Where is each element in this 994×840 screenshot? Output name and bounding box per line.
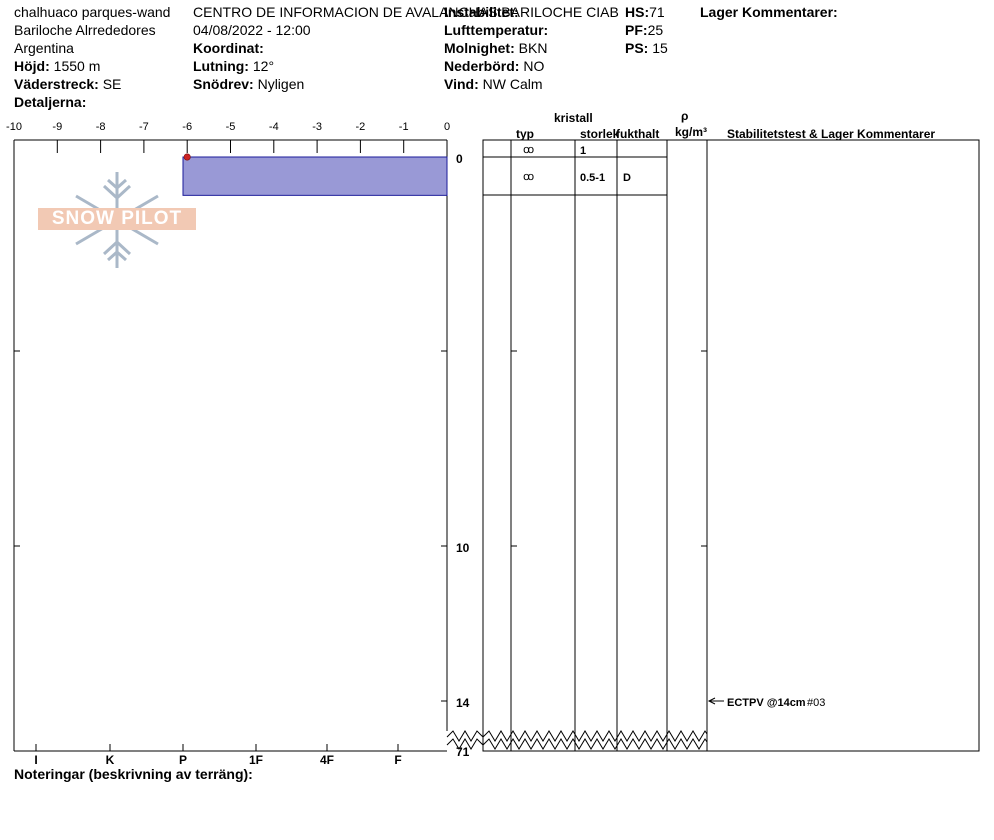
wind-loading-row: Snödrev: Nyligen: [193, 76, 304, 92]
temperature-tick-label: -9: [52, 121, 62, 133]
sky-value: BKN: [518, 40, 548, 56]
logo-text: SNOW PILOT: [38, 208, 196, 230]
aspect-value: SE: [102, 76, 122, 92]
stability-arrow-head: [707, 697, 716, 705]
grain-size-cell: 1: [580, 145, 587, 157]
wind-loading-label: Snödrev:: [193, 76, 254, 92]
organization-name: CENTRO DE INFORMACION DE AVALANCHAS BARI…: [193, 4, 619, 20]
stability-test-label: ECTPV @14cm: [727, 697, 806, 709]
hs-row: HS:71: [625, 4, 665, 20]
layer-comments-label: Lager Kommentarer:: [700, 4, 838, 20]
pf-label: PF:: [625, 22, 648, 38]
elevation-row: Höjd: 1550 m: [14, 58, 100, 74]
aspect-row: Väderstreck: SE: [14, 76, 121, 92]
slope-label: Lutning:: [193, 58, 249, 74]
slope-row: Lutning: 12°: [193, 58, 274, 74]
moisture-header: fukthalt: [616, 127, 660, 141]
air-temp-label: Lufttemperatur:: [444, 22, 549, 38]
wind-row: Vind: NW Calm: [444, 76, 543, 92]
table-frame: [482, 139, 980, 752]
depth-label-14: 14: [456, 696, 470, 710]
wind-value: NW Calm: [482, 76, 543, 92]
stability-test-number: #03: [807, 697, 826, 709]
hardness-tick-label: 1F: [249, 753, 263, 767]
stability-header: Stabilitetstest & Lager Kommentarer: [727, 127, 936, 141]
depth-label-10: 10: [456, 541, 470, 555]
temperature-tick-label: -10: [6, 121, 22, 133]
notes-label: Noteringar (beskrivning av terräng):: [14, 766, 253, 782]
depth-label-0: 0: [456, 152, 463, 166]
aspect-label: Väderstreck:: [14, 76, 99, 92]
temperature-tick-label: -2: [356, 121, 366, 133]
precip-value: NO: [523, 58, 545, 74]
grain-type-icon: ꝏ: [523, 171, 535, 183]
sky-label: Molnighet:: [444, 40, 515, 56]
sky-row: Molnighet: BKN: [444, 40, 547, 56]
details-label: Detaljerna:: [14, 94, 87, 110]
temperature-tick-label: 0: [444, 121, 450, 133]
temperature-tick-label: -8: [96, 121, 106, 133]
temperature-point: [183, 153, 191, 161]
depth-break-zigzag-upper: [446, 730, 708, 742]
snowpilot-logo: SNOW PILOT: [38, 170, 196, 270]
coordinate-label: Koordinat:: [193, 40, 264, 56]
ps-label: PS:: [625, 40, 649, 56]
density-unit-header: kg/m³: [675, 125, 708, 139]
temperature-tick-label: -7: [139, 121, 149, 133]
slope-value: 12°: [252, 58, 275, 74]
type-header: typ: [516, 127, 534, 141]
hardness-tick-label: F: [394, 753, 401, 767]
hs-value: 71: [649, 4, 665, 20]
depth-break-zigzag-lower: [446, 738, 708, 750]
hardness-tick-label: P: [179, 753, 187, 767]
elevation-label: Höjd:: [14, 58, 50, 74]
hardness-tick-label: K: [106, 753, 115, 767]
moisture-cell: D: [623, 172, 631, 184]
temperature-tick-label: -5: [226, 121, 236, 133]
hs-label: HS:: [625, 4, 650, 20]
temperature-axis: -10 -9 -8 -7 -6 -5 -4 -3 -2 -1 0: [6, 121, 450, 153]
hardness-layers: [182, 153, 448, 196]
precip-label: Nederbörd:: [444, 58, 520, 74]
ps-row: PS: 15: [625, 40, 668, 56]
area-name: Bariloche Alrrededores: [14, 22, 156, 38]
wind-loading-value: Nyligen: [257, 76, 305, 92]
depth-label-71: 71: [456, 745, 470, 759]
size-header: storlek: [580, 127, 618, 141]
elevation-value: 1550 m: [53, 58, 101, 74]
temperature-tick-label: -1: [399, 121, 409, 133]
country-name: Argentina: [14, 40, 74, 56]
hardness-tick-label: 4F: [320, 753, 334, 767]
grain-size-cell: 0.5-1: [580, 172, 606, 184]
precip-row: Nederbörd: NO: [444, 58, 544, 74]
wind-label: Vind:: [444, 76, 479, 92]
crystal-header: kristall: [554, 111, 593, 125]
stability-label: Instabilitet:: [444, 4, 519, 20]
observation-datetime: 04/08/2022 - 12:00: [193, 22, 311, 38]
rho-header: ρ: [681, 109, 689, 123]
hardness-tick-label: I: [34, 753, 37, 767]
pf-value: 25: [647, 22, 664, 38]
temperature-tick-label: -4: [269, 121, 279, 133]
hardness-axis: I K P 1F 4F F: [34, 744, 402, 767]
temperature-tick-label: -3: [312, 121, 322, 133]
grain-type-icon: ꝏ: [523, 144, 535, 156]
pf-row: PF:25: [625, 22, 663, 38]
temperature-tick-label: -6: [182, 121, 192, 133]
location-name: chalhuaco parques-wand: [14, 4, 171, 20]
hardness-layer-bar: [182, 156, 448, 196]
ps-value: 15: [652, 40, 668, 56]
